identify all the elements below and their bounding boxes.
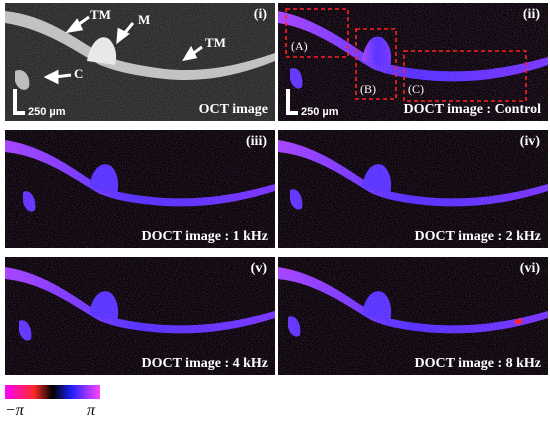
panel-caption: DOCT image : 1 kHz bbox=[141, 229, 268, 244]
panel-oct: (i) TM M TM C 250 µm OCT image bbox=[5, 3, 275, 121]
panel-caption: DOCT image : 2 kHz bbox=[414, 229, 541, 244]
panel-doct-control: (ii) (A) (B) (C) 250 µm DOCT image : Con… bbox=[278, 3, 548, 121]
panel-label: (iii) bbox=[246, 134, 267, 149]
doct-scan bbox=[5, 130, 275, 248]
doct-scan bbox=[278, 3, 548, 121]
roi-b bbox=[355, 28, 397, 100]
roi-label-a: (A) bbox=[291, 39, 308, 53]
scale-bar-label: 250 µm bbox=[28, 106, 66, 118]
phase-colorbar bbox=[5, 385, 100, 399]
panel-label: (iv) bbox=[519, 134, 540, 149]
roi-label-b: (B) bbox=[360, 82, 376, 96]
scale-bar bbox=[286, 89, 298, 115]
panel-label: (v) bbox=[250, 261, 267, 276]
doct-scan bbox=[5, 257, 275, 375]
roi-c bbox=[403, 50, 527, 102]
annotation-tm-1: TM bbox=[90, 7, 111, 22]
roi-boxes bbox=[285, 8, 527, 102]
scale-bar bbox=[13, 89, 25, 115]
panel-caption: DOCT image : Control bbox=[403, 102, 541, 117]
panel-label: (vi) bbox=[519, 261, 540, 276]
doct-scan bbox=[278, 130, 548, 248]
doct-scan bbox=[278, 257, 548, 375]
panel-label: (ii) bbox=[522, 7, 540, 22]
annotation-m: M bbox=[138, 12, 151, 27]
annotation-arrows bbox=[13, 15, 203, 115]
colorbar-min-label: −π bbox=[5, 402, 24, 419]
annotation-c: C bbox=[74, 66, 84, 81]
panel-doct-4khz: (v) DOCT image : 4 kHz bbox=[5, 257, 275, 375]
roi-a bbox=[285, 8, 349, 58]
panel-caption: DOCT image : 8 kHz bbox=[414, 356, 541, 371]
panel-caption: OCT image bbox=[198, 102, 268, 117]
colorbar-max-label: π bbox=[87, 402, 96, 419]
roi-label-c: (C) bbox=[408, 82, 424, 96]
panel-caption: DOCT image : 4 kHz bbox=[141, 356, 268, 371]
annotation-tm-2: TM bbox=[205, 35, 226, 50]
oct-scan bbox=[5, 3, 275, 121]
panel-label: (i) bbox=[253, 7, 267, 22]
panel-doct-8khz: (vi) DOCT image : 8 kHz bbox=[278, 257, 548, 375]
scale-bar-label: 250 µm bbox=[301, 106, 339, 118]
panel-doct-2khz: (iv) DOCT image : 2 kHz bbox=[278, 130, 548, 248]
panel-doct-1khz: (iii) DOCT image : 1 kHz bbox=[5, 130, 275, 248]
